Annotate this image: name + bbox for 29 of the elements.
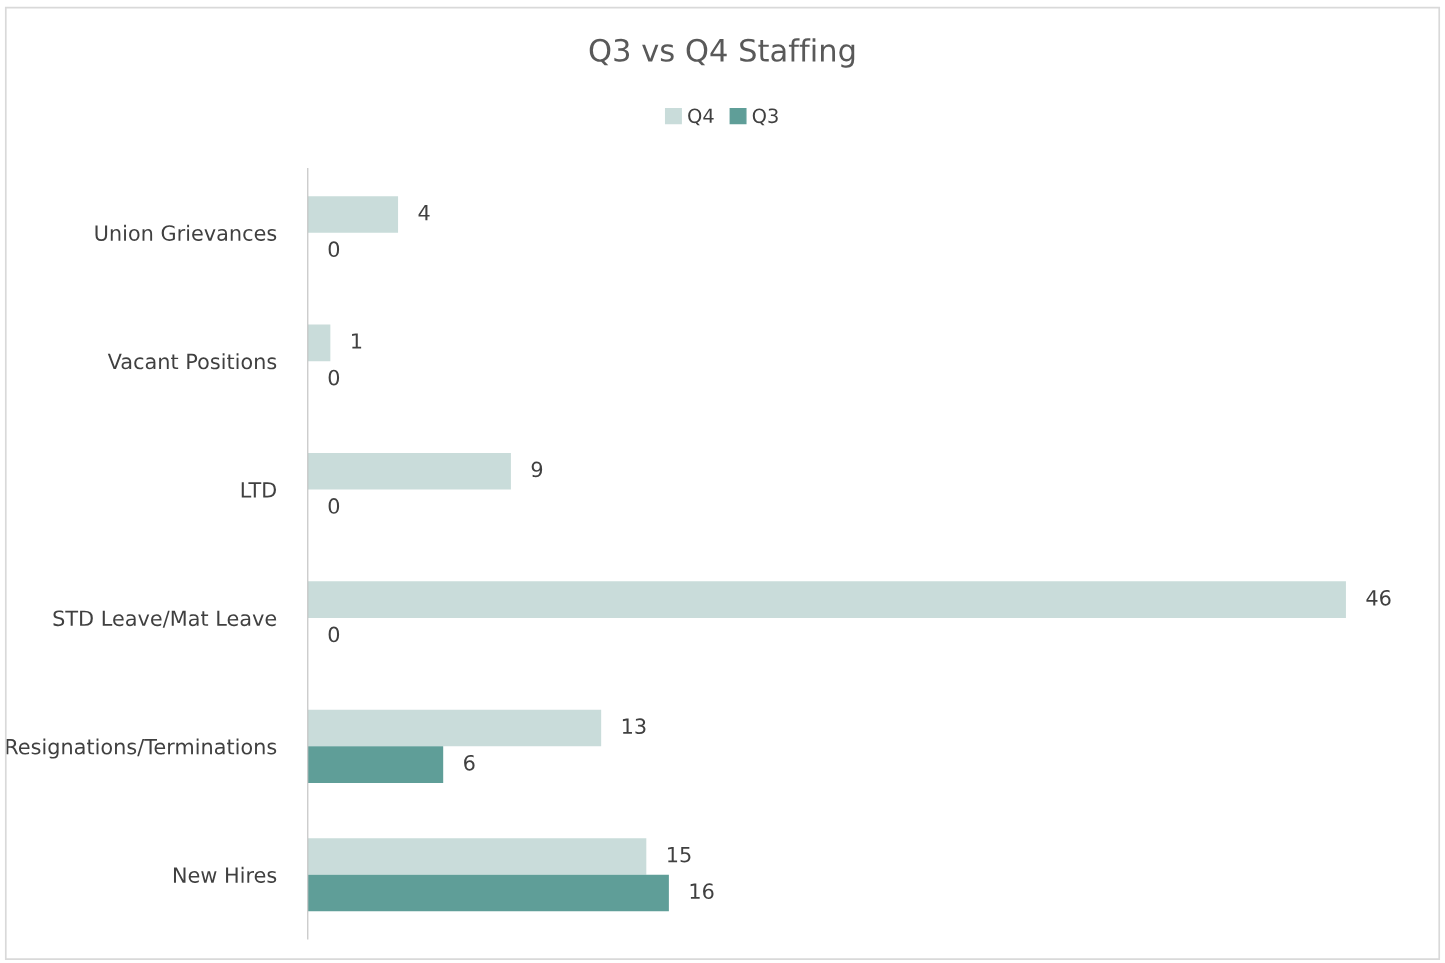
legend-label: Q3 <box>752 108 778 126</box>
data-label: 4 <box>418 204 430 221</box>
y-tick-label: Resignations/Terminations <box>6 738 277 759</box>
bar <box>307 709 602 747</box>
bar <box>307 874 669 912</box>
y-tick-label: Union Grievances <box>95 224 277 241</box>
y-tick-label: Vacant Positions <box>107 353 277 370</box>
data-label: 16 <box>690 883 714 900</box>
bar <box>307 838 647 875</box>
chart-title: Q3 vs Q4 Staffing <box>589 38 855 68</box>
data-label: 0 <box>328 241 340 258</box>
bar <box>307 324 331 362</box>
bar <box>307 196 399 233</box>
data-label: 1 <box>352 333 362 349</box>
legend-label: Q4 <box>688 108 714 126</box>
y-tick-label: New Hires <box>173 866 277 883</box>
bar <box>307 452 511 490</box>
y-tick-label: STD Leave/Mat Leave <box>53 610 277 628</box>
data-label: 9 <box>531 461 543 478</box>
bar <box>307 581 1346 618</box>
data-label: 15 <box>668 846 691 863</box>
bar <box>307 746 444 783</box>
data-label: 46 <box>1366 589 1391 606</box>
data-label: 0 <box>328 369 340 386</box>
data-label: 13 <box>622 718 646 735</box>
y-tick-label: LTD <box>241 482 276 498</box>
data-label: 0 <box>328 626 340 643</box>
data-label: 6 <box>464 754 475 771</box>
data-label: 0 <box>328 498 340 514</box>
